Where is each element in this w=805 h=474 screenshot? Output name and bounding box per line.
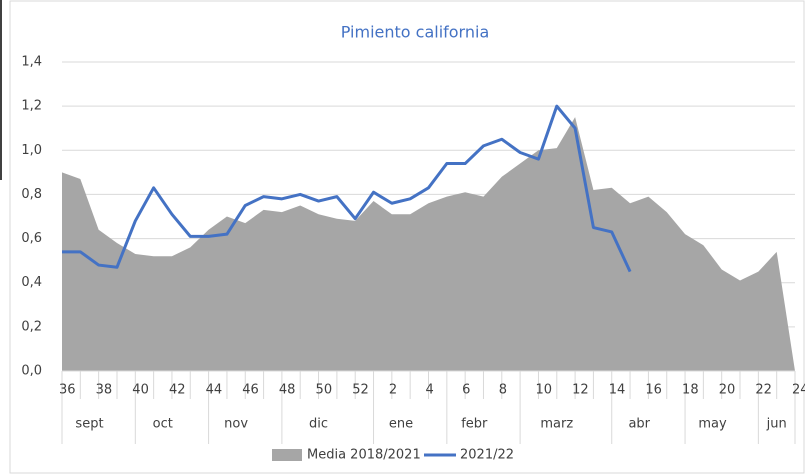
x-tick-label: 14: [609, 383, 626, 398]
x-tick-label: 48: [279, 383, 296, 398]
chart-title: Pimiento california: [341, 23, 490, 42]
group-label: nov: [224, 417, 248, 432]
x-tick-label: 24: [792, 383, 805, 398]
legend-label: Media 2018/2021: [307, 448, 421, 463]
x-tick-label: 36: [59, 383, 76, 398]
x-tick-label: 44: [206, 383, 223, 398]
x-tick-label: 12: [572, 383, 589, 398]
y-tick-label: 0,0: [21, 364, 42, 379]
group-label: oct: [153, 417, 173, 432]
x-tick-label: 16: [645, 383, 662, 398]
y-tick-label: 0,6: [21, 231, 42, 246]
x-tick-label: 42: [169, 383, 186, 398]
y-tick-label: 1,0: [21, 143, 42, 158]
x-tick-label: 50: [316, 383, 333, 398]
group-label: sept: [75, 417, 103, 432]
x-tick-label: 6: [462, 383, 470, 398]
x-tick-label: 18: [682, 383, 699, 398]
x-tick-label: 4: [426, 383, 434, 398]
line: [62, 104, 632, 273]
group-label: marz: [540, 417, 573, 432]
x-tick-label: 52: [352, 383, 369, 398]
x-tick-label: 20: [719, 383, 736, 398]
y-tick-label: 0,2: [21, 319, 42, 334]
legend-swatch: [272, 449, 302, 461]
x-tick-label: 46: [242, 383, 259, 398]
x-tick-label: 2: [389, 383, 397, 398]
x-tick-label: 8: [499, 383, 507, 398]
legend-label: 2021/22: [460, 448, 514, 463]
area: [62, 117, 795, 371]
group-label: ene: [389, 417, 413, 432]
y-tick-label: 0,8: [21, 187, 42, 202]
y-tick-label: 1,2: [21, 99, 42, 114]
group-label: jun: [766, 417, 787, 432]
group-label: may: [698, 417, 727, 432]
x-tick-label: 38: [96, 383, 113, 398]
group-label: febr: [461, 417, 488, 432]
x-tick-label: 22: [755, 383, 772, 398]
y-tick-label: 1,4: [21, 55, 42, 70]
y-tick-label: 0,4: [21, 275, 42, 290]
group-label: dic: [309, 417, 328, 432]
group-label: abr: [628, 417, 650, 432]
x-tick-label: 10: [535, 383, 552, 398]
x-tick-label: 40: [132, 383, 149, 398]
